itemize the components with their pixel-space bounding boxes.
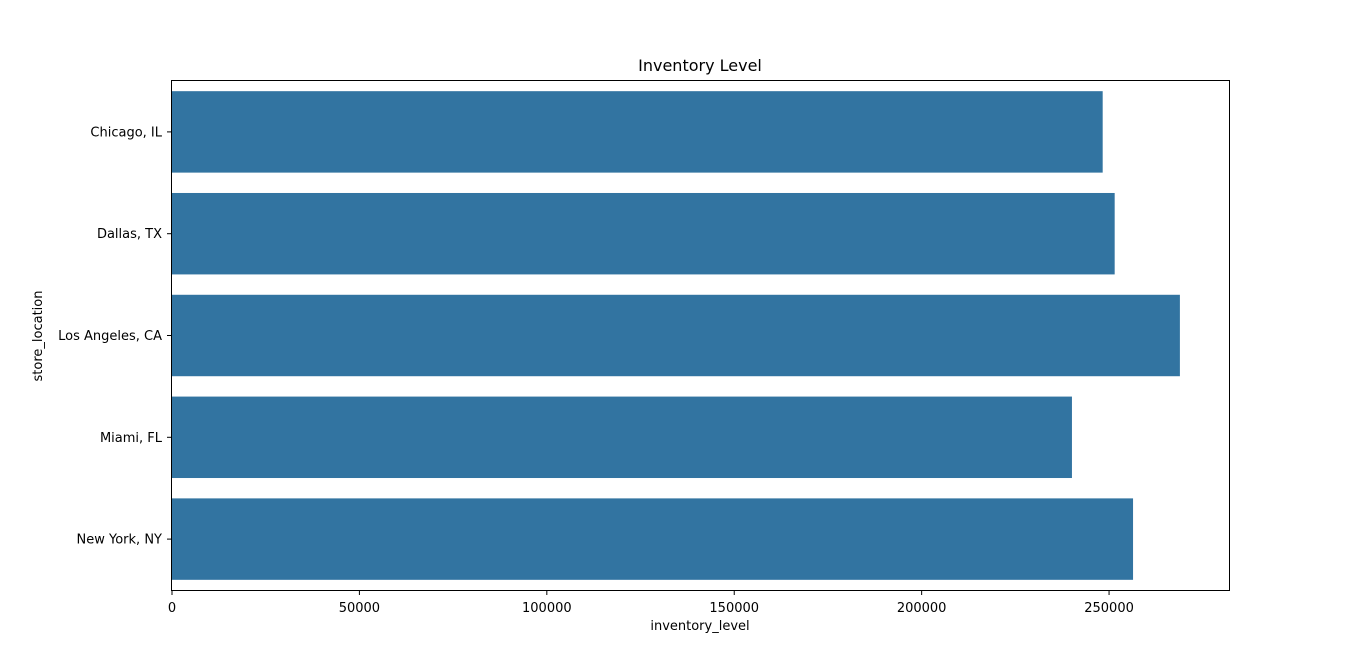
- y-tick-label: Chicago, IL: [90, 125, 162, 140]
- x-tick-label: 150000: [709, 601, 759, 616]
- y-tick-label: Miami, FL: [100, 431, 163, 446]
- y-tick-label: Los Angeles, CA: [58, 329, 162, 344]
- y-axis-label: store_location: [31, 291, 46, 382]
- bars-layer: [172, 91, 1180, 580]
- plot-frame: [171, 80, 1230, 591]
- chart-title: Inventory Level: [638, 56, 762, 75]
- x-tick-label: 50000: [339, 601, 380, 616]
- y-axis-ticks: Chicago, IL Dallas, TX Los Angeles, CA Miam…: [58, 125, 172, 548]
- bar: [172, 396, 1072, 479]
- y-tick-label: Dallas, TX: [97, 227, 162, 242]
- x-axis-label: inventory_level: [650, 619, 749, 634]
- bar: [172, 294, 1180, 377]
- x-tick-label: 0: [168, 601, 176, 616]
- x-tick-label: 200000: [897, 601, 947, 616]
- x-tick-label: 100000: [522, 601, 572, 616]
- y-tick-label: New York, NY: [77, 533, 163, 548]
- bar: [172, 498, 1134, 580]
- x-tick-label: 250000: [1084, 601, 1134, 616]
- bar: [172, 192, 1115, 275]
- x-axis-ticks: 0 50000 100000 150000 200000 250000: [168, 590, 1134, 616]
- bar: [172, 91, 1103, 173]
